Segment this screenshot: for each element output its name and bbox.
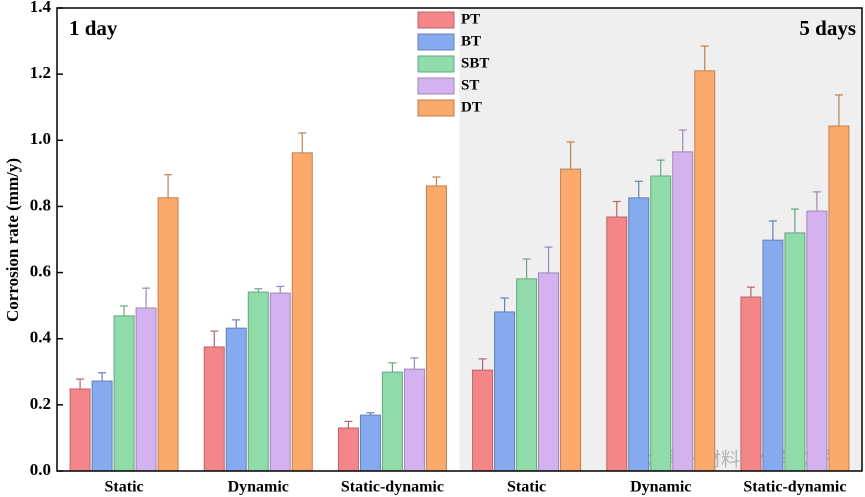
legend-label: BT bbox=[461, 33, 481, 49]
y-tick-label: 1.0 bbox=[30, 129, 51, 148]
panel-label: 1 day bbox=[69, 16, 118, 40]
legend-swatch bbox=[417, 77, 455, 95]
bar bbox=[337, 427, 359, 472]
y-tick-label: 1.2 bbox=[30, 63, 51, 82]
bar bbox=[403, 368, 425, 472]
bar bbox=[381, 371, 403, 472]
bar bbox=[672, 151, 694, 472]
legend-label: SBT bbox=[461, 55, 489, 71]
x-tick-label: Static bbox=[507, 479, 546, 496]
bar bbox=[203, 346, 225, 472]
y-tick-label: 0.4 bbox=[30, 328, 52, 347]
x-tick-label: Dynamic bbox=[630, 479, 691, 496]
y-tick-label: 0.0 bbox=[30, 460, 51, 479]
legend-swatch bbox=[417, 11, 455, 29]
y-tick-label: 0.8 bbox=[30, 195, 51, 214]
y-tick-label: 0.2 bbox=[30, 394, 51, 413]
legend-label: DT bbox=[461, 99, 482, 115]
bar bbox=[606, 216, 628, 472]
bar bbox=[828, 125, 850, 472]
x-tick-label: Static-dynamic bbox=[743, 479, 846, 496]
legend-label: ST bbox=[461, 77, 479, 93]
legend-label: PT bbox=[461, 11, 480, 27]
bar bbox=[135, 307, 157, 472]
x-tick-label: Static-dynamic bbox=[341, 479, 444, 496]
y-tick-label: 1.4 bbox=[30, 0, 52, 16]
bar bbox=[157, 197, 179, 472]
legend-swatch bbox=[417, 55, 455, 73]
bar bbox=[560, 168, 582, 472]
bar bbox=[269, 292, 291, 472]
bar bbox=[291, 152, 313, 472]
plot-frame bbox=[56, 7, 863, 472]
y-axis-title: Corrosion rate (mm/y) bbox=[3, 158, 22, 322]
bar bbox=[69, 388, 91, 472]
bar bbox=[694, 70, 716, 472]
bar bbox=[494, 311, 516, 472]
x-tick-label: Dynamic bbox=[228, 479, 289, 496]
legend-swatch bbox=[417, 99, 455, 117]
bar bbox=[247, 291, 269, 472]
bar bbox=[225, 327, 247, 472]
y-tick-label: 0.6 bbox=[30, 261, 51, 280]
bar bbox=[359, 414, 381, 472]
bar bbox=[740, 296, 762, 472]
bar bbox=[784, 232, 806, 472]
bar bbox=[472, 369, 494, 472]
x-tick-label: Static bbox=[105, 479, 144, 496]
bar bbox=[650, 175, 672, 472]
bar bbox=[516, 278, 538, 472]
bar bbox=[538, 272, 560, 472]
bar bbox=[806, 210, 828, 472]
bar bbox=[628, 197, 650, 472]
bar bbox=[113, 315, 135, 472]
bar bbox=[91, 380, 113, 472]
bar bbox=[762, 239, 784, 472]
bar bbox=[425, 185, 447, 472]
legend-swatch bbox=[417, 33, 455, 51]
panel-label: 5 days bbox=[799, 16, 856, 40]
